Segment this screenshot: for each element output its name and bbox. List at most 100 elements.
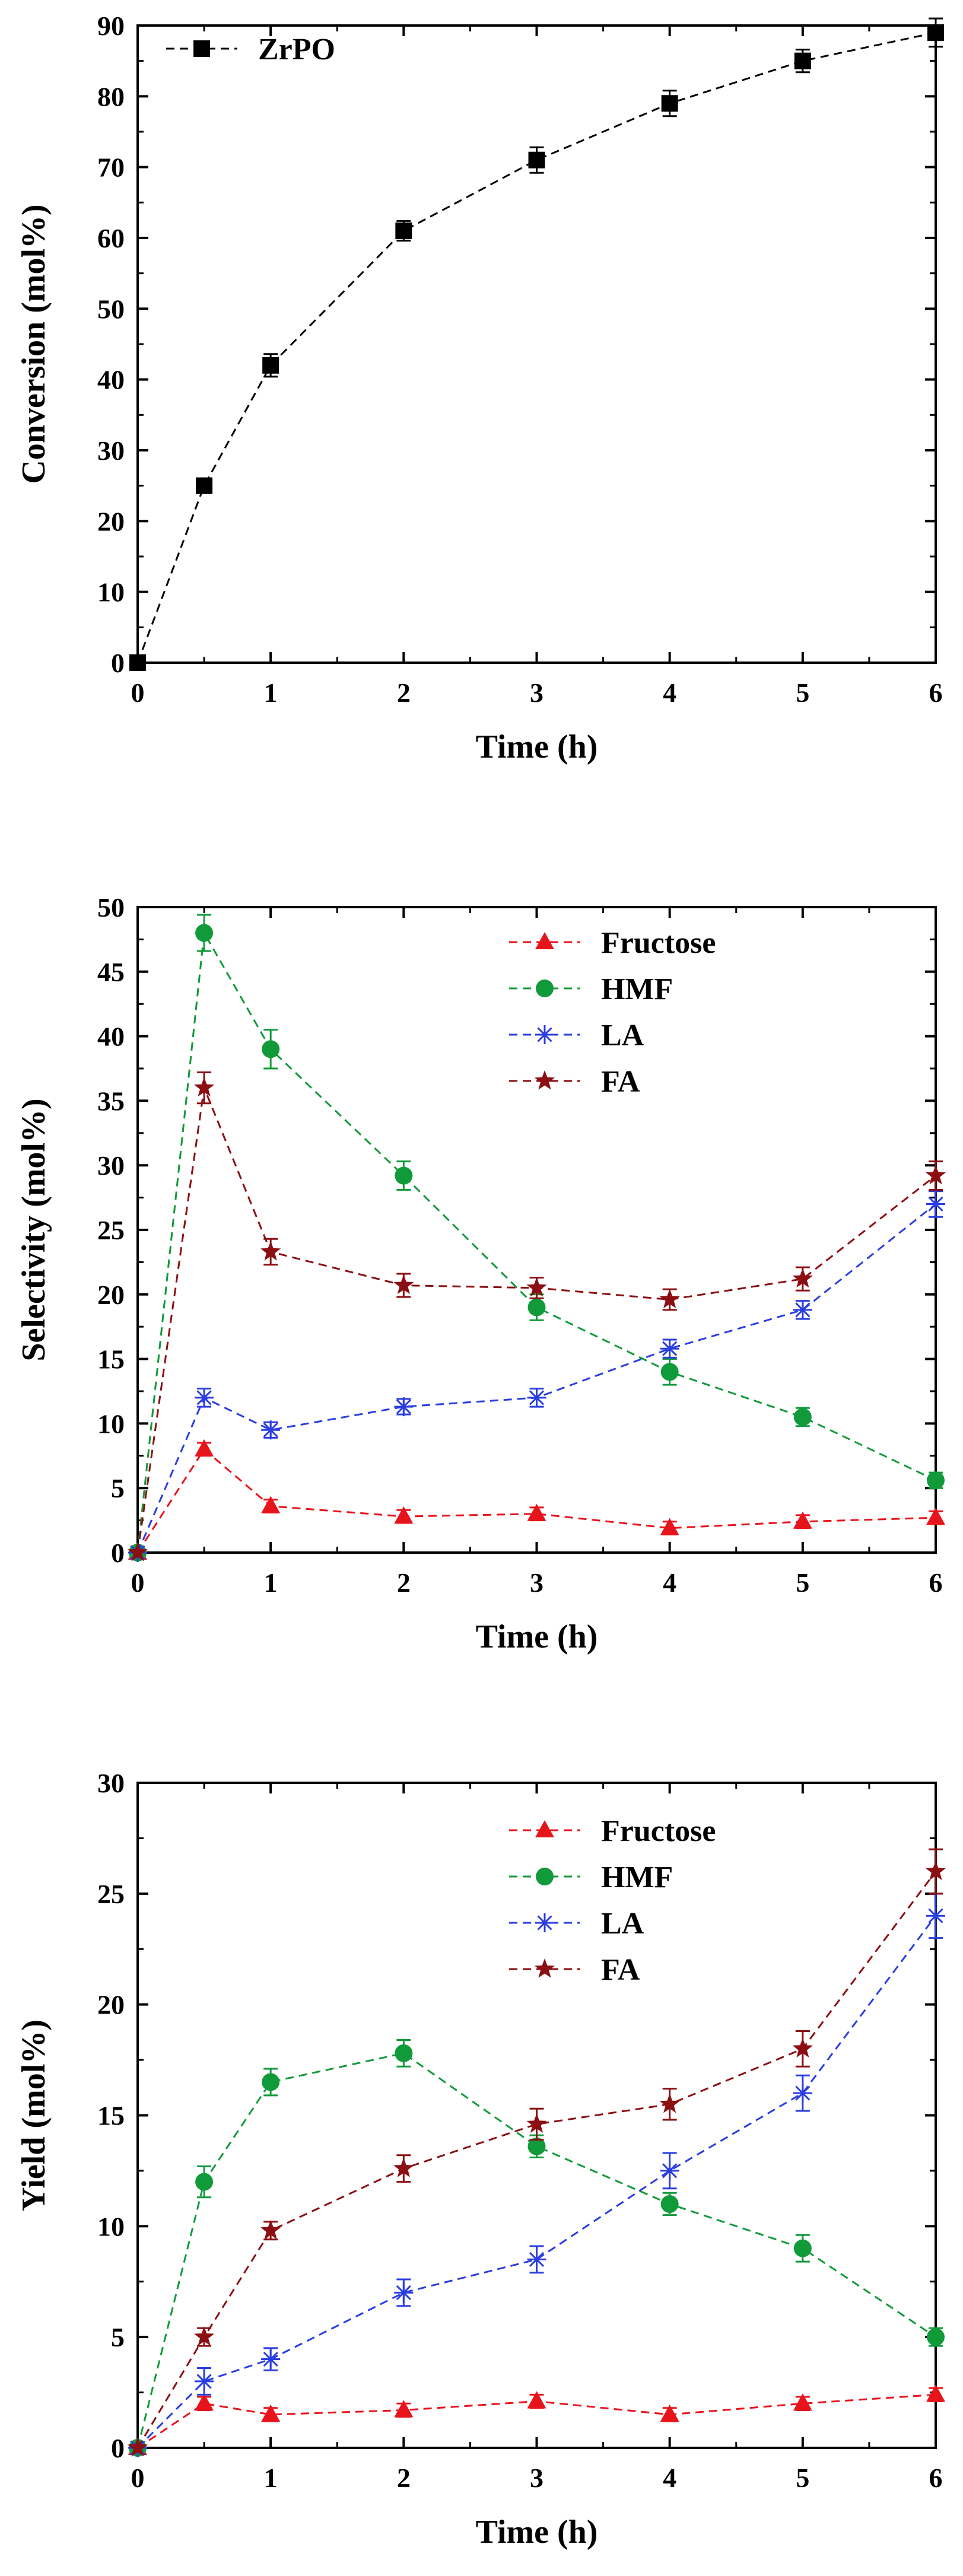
data-point [659, 2093, 680, 2113]
y-tick-label: 70 [97, 152, 125, 183]
x-tick-label: 3 [530, 1567, 544, 1598]
legend-item-fructose: Fructose [509, 1814, 716, 1848]
data-point [527, 2137, 546, 2155]
data-point-shape [195, 2173, 214, 2191]
x-tick-label: 5 [796, 1567, 809, 1598]
data-point [660, 1363, 679, 1381]
y-tick-label: 30 [97, 435, 125, 466]
legend-marker [535, 1820, 554, 1837]
data-point-shape [926, 1906, 945, 1926]
data-point [661, 95, 678, 112]
x-tick-label: 5 [796, 678, 809, 708]
y-tick-label: 35 [97, 1086, 125, 1116]
data-point [393, 2158, 414, 2177]
y-tick-label: 15 [97, 2101, 125, 2131]
y-axis-label: Conversion (mol%) [15, 204, 52, 484]
series-fa [127, 1848, 946, 2457]
data-point [394, 2283, 414, 2303]
data-point [660, 2161, 679, 2180]
legend-marker-shape [534, 1958, 555, 1978]
data-point-shape [793, 1408, 812, 1426]
data-point [395, 2044, 413, 2062]
data-point-shape [262, 1040, 280, 1058]
data-point-shape [793, 2393, 812, 2411]
legend-label: LA [601, 1907, 644, 1941]
data-point [527, 2391, 546, 2409]
data-point-shape [526, 2113, 547, 2133]
legend-item-la: LA [509, 1907, 644, 1941]
data-point [526, 1277, 547, 1297]
data-point [394, 1506, 414, 1524]
x-tick-label: 3 [530, 678, 544, 708]
legend-marker-shape [536, 979, 554, 997]
y-tick-label: 80 [97, 81, 125, 112]
data-point [260, 2219, 281, 2240]
data-point [793, 2084, 812, 2103]
data-point-shape [260, 2219, 281, 2240]
data-point-shape [260, 1241, 281, 1261]
data-point [195, 2393, 214, 2411]
legend-marker [535, 932, 554, 949]
data-point-shape [527, 2250, 546, 2269]
y-tick-label: 50 [97, 892, 125, 923]
series-line [136, 1448, 936, 1553]
data-point-shape [793, 1511, 812, 1529]
y-tick-label: 40 [97, 1022, 125, 1052]
series-fa [127, 1071, 946, 1561]
data-point [793, 1511, 812, 1529]
legend-marker-shape [535, 1820, 554, 1837]
x-tick-label: 1 [264, 2463, 278, 2493]
data-point [261, 2349, 281, 2369]
data-point-shape [262, 2073, 280, 2091]
data-point-shape [195, 924, 214, 942]
plot-frame [136, 24, 937, 664]
legend-item-fructose: Fructose [509, 926, 716, 960]
data-point-shape [395, 1166, 413, 1185]
y-tick-label: 0 [111, 2433, 125, 2463]
legend-marker [193, 40, 210, 57]
y-tick-label: 40 [97, 365, 125, 395]
legend-label: ZrPO [258, 33, 335, 66]
data-point [792, 2038, 813, 2057]
data-point [260, 1241, 281, 1261]
data-point-shape [527, 2137, 546, 2155]
x-tick-label: 2 [397, 1567, 411, 1598]
data-point-shape [660, 2404, 679, 2422]
data-point-shape [660, 1339, 679, 1359]
data-point-shape [194, 2326, 215, 2346]
data-point [194, 2326, 215, 2346]
legend-label: LA [601, 1019, 644, 1052]
legend-label: Fructose [601, 1814, 716, 1848]
data-point [660, 2404, 679, 2422]
data-point-shape [195, 1388, 214, 1407]
data-point [926, 1508, 945, 1525]
legend-label: HMF [601, 1861, 673, 1894]
data-point [926, 1906, 945, 1926]
data-point-shape [196, 477, 213, 494]
data-point-shape [394, 2283, 414, 2303]
series-fructose [128, 1439, 945, 1560]
data-point-shape [925, 1165, 946, 1185]
data-point-shape [393, 2158, 414, 2177]
legend-marker-shape [534, 1070, 555, 1090]
x-tick-label: 0 [131, 1567, 145, 1598]
series-line [136, 1084, 936, 1553]
data-point-shape [927, 24, 944, 41]
x-tick-label: 1 [264, 678, 278, 708]
data-point [129, 654, 146, 671]
data-point [127, 2437, 148, 2457]
legend-label: FA [601, 1953, 640, 1987]
data-point [262, 357, 279, 374]
plot-frame [136, 906, 937, 1554]
data-point-shape [792, 2038, 813, 2057]
data-point [660, 2195, 679, 2213]
data-point [261, 2404, 281, 2422]
y-tick-label: 20 [97, 1990, 125, 2020]
data-point [526, 2113, 547, 2133]
legend-marker [536, 979, 554, 997]
data-point [660, 1339, 679, 1359]
y-tick-label: 20 [97, 506, 125, 536]
x-tick-label: 1 [264, 1567, 278, 1598]
